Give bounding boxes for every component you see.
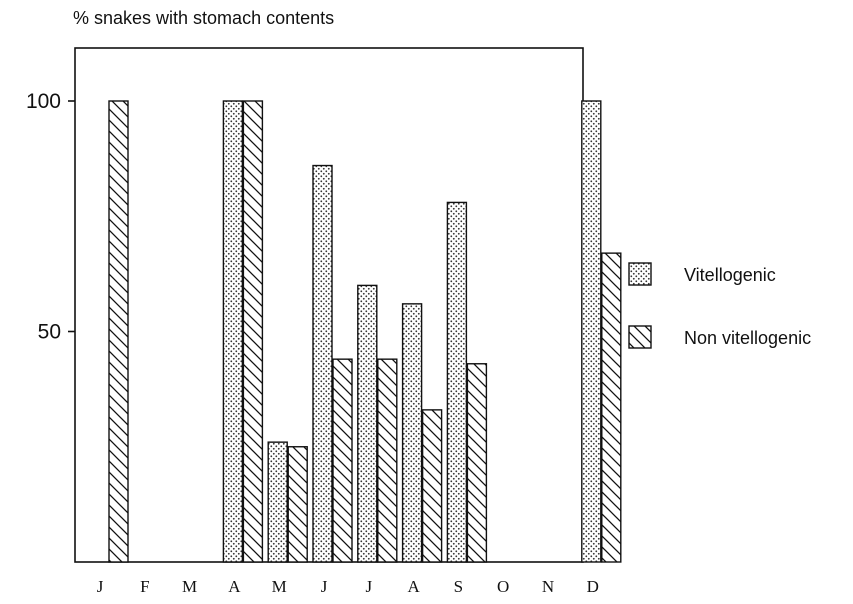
- x-tick-label-8: S: [454, 577, 463, 596]
- legend-swatch-non-vitellogenic: [628, 325, 652, 349]
- bar-non-vitellogenic-8: [466, 363, 488, 563]
- bar-vitellogenic-5: [312, 164, 333, 563]
- bar-vitellogenic-11: [581, 100, 602, 563]
- x-tick-label-9: O: [497, 577, 509, 596]
- legend-label-non-vitellogenic: Non vitellogenic: [684, 328, 811, 348]
- bar-non-vitellogenic-0: [108, 100, 129, 563]
- legend-item-vitellogenic: Vitellogenic: [628, 262, 776, 286]
- legend-swatch-vitellogenic: [628, 262, 652, 286]
- x-tick-label-3: A: [228, 577, 241, 596]
- x-tick-label-7: A: [407, 577, 420, 596]
- bar-non-vitellogenic-5: [332, 358, 353, 563]
- bar-vitellogenic-6: [357, 284, 378, 563]
- bar-non-vitellogenic-3: [242, 100, 264, 563]
- bars: [108, 100, 622, 563]
- chart-title: % snakes with stomach contents: [73, 8, 334, 28]
- legend-label-vitellogenic: Vitellogenic: [684, 265, 776, 285]
- x-tick-label-5: J: [321, 577, 328, 596]
- bar-vitellogenic-7: [401, 303, 423, 563]
- x-tick-label-2: M: [182, 577, 197, 596]
- x-tick-label-4: M: [272, 577, 287, 596]
- bar-vitellogenic-3: [222, 100, 244, 563]
- legend: Vitellogenic Non vitellogenic: [628, 262, 811, 349]
- bar-non-vitellogenic-11: [601, 252, 622, 563]
- x-tick-label-10: N: [542, 577, 554, 596]
- bar-vitellogenic-4: [267, 441, 288, 563]
- x-tick-label-6: J: [365, 577, 372, 596]
- legend-item-non-vitellogenic: Non vitellogenic: [628, 325, 811, 349]
- bar-non-vitellogenic-6: [377, 358, 398, 563]
- x-tick-label-0: J: [97, 577, 104, 596]
- bar-non-vitellogenic-7: [421, 409, 443, 563]
- x-tick-label-1: F: [140, 577, 149, 596]
- y-tick-label-50: 50: [38, 321, 61, 344]
- y-tick-label-100: 100: [26, 90, 61, 113]
- bar-vitellogenic-8: [446, 201, 468, 563]
- bar-non-vitellogenic-4: [287, 446, 308, 563]
- x-tick-label-11: D: [587, 577, 599, 596]
- y-axis: 50 100: [26, 90, 75, 344]
